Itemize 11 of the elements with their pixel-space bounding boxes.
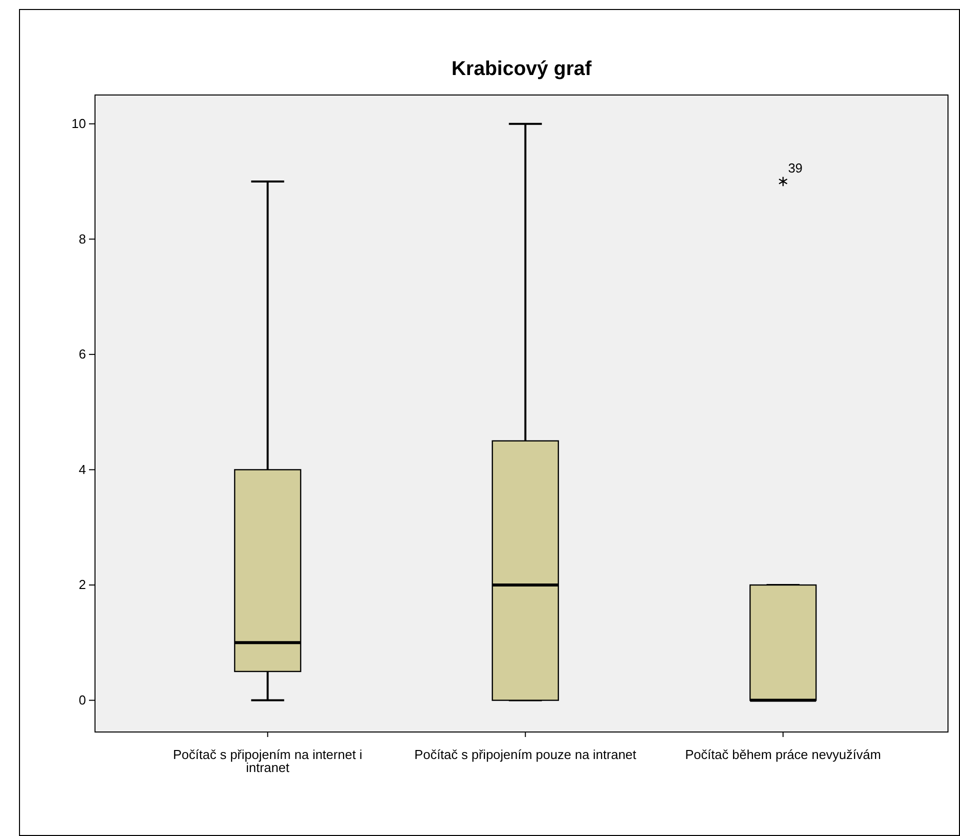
chart-title: Krabicový graf bbox=[451, 58, 592, 80]
annotation: 39 bbox=[788, 160, 803, 176]
y-tick-label: 8 bbox=[78, 231, 86, 246]
x-tick-label: Počítač během práce nevyužívám bbox=[685, 747, 881, 762]
y-tick-label: 10 bbox=[72, 116, 86, 131]
x-tick-label: Počítač s připojením pouze na intranet bbox=[414, 747, 637, 762]
y-tick-label: 4 bbox=[78, 462, 86, 477]
y-tick-label: 2 bbox=[78, 577, 86, 592]
y-tick-label: 6 bbox=[78, 346, 86, 362]
x-tick-label: Počítač s připojením na internet i intranet bbox=[173, 747, 362, 775]
y-tick-label: 0 bbox=[78, 692, 86, 708]
